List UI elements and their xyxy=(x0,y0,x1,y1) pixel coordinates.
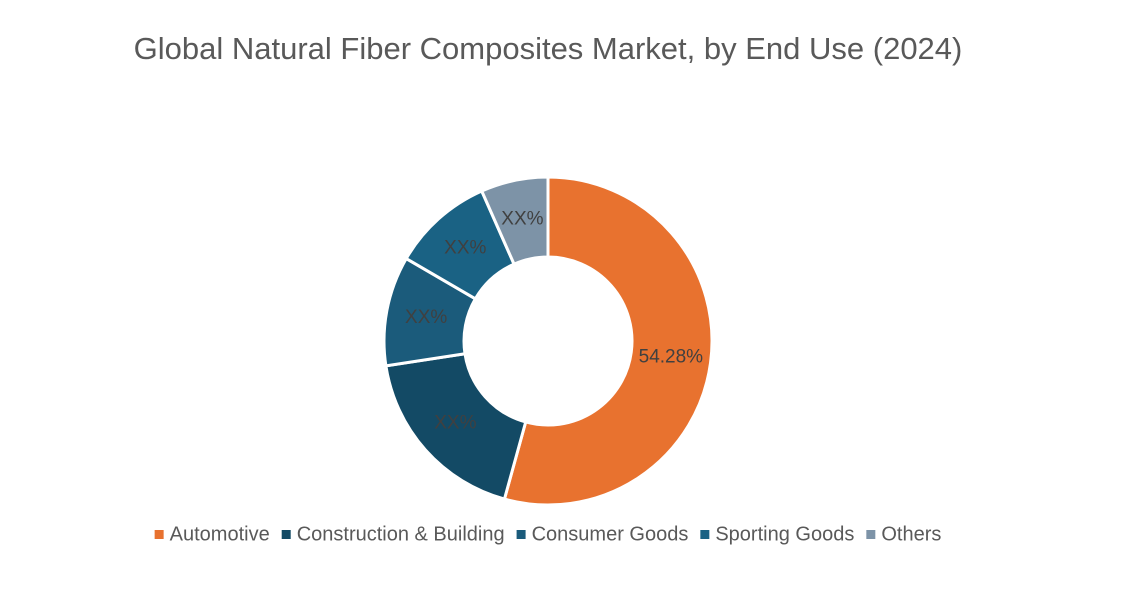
donut-slice xyxy=(502,175,714,507)
legend-swatch xyxy=(516,530,526,539)
legend-swatch xyxy=(700,530,710,539)
legend-swatch xyxy=(866,530,876,539)
chart-title: Global Natural Fiber Composites Market, … xyxy=(133,31,963,66)
donut-slice xyxy=(384,352,528,501)
data-label: XX% xyxy=(444,238,486,259)
legend-label: Sporting Goods xyxy=(715,523,854,545)
data-label: 54.28% xyxy=(639,347,704,368)
legend-label: Others xyxy=(881,523,941,545)
legend-swatch xyxy=(281,530,291,539)
legend-swatch xyxy=(154,530,164,539)
legend-label: Construction & Building xyxy=(297,523,505,545)
donut-slice xyxy=(479,175,550,267)
data-label: XX% xyxy=(405,307,447,328)
data-label: XX% xyxy=(434,412,476,433)
legend-label: Consumer Goods xyxy=(532,523,689,545)
legend-label: Automotive xyxy=(170,523,270,545)
data-label: XX% xyxy=(501,209,543,230)
